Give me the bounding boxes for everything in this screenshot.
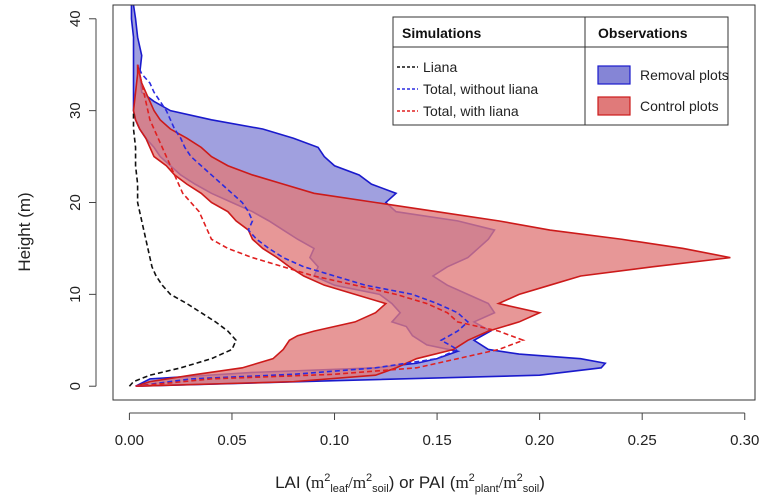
line-total-without-liana bbox=[135, 64, 470, 388]
legend-removal-plots-label: Removal plots bbox=[640, 67, 729, 83]
y-tick-label: 40 bbox=[67, 10, 84, 27]
x-tick-label: 0.30 bbox=[730, 432, 759, 449]
band-control-plots-upper-edge bbox=[135, 64, 731, 388]
y-tick-label: 30 bbox=[67, 102, 84, 119]
simulation-lines bbox=[128, 64, 526, 388]
band-control-plots bbox=[133, 64, 731, 387]
y-axis: 0 10 20 30 40 bbox=[67, 10, 97, 390]
line-total-with-liana bbox=[135, 64, 526, 388]
legend-removal-plots-swatch bbox=[597, 65, 631, 85]
legend-control-plots-swatch bbox=[597, 96, 631, 116]
legend-control-plots-label: Control plots bbox=[640, 98, 719, 114]
legend-observations-title: Observations bbox=[598, 25, 688, 41]
legend-box bbox=[392, 16, 729, 126]
x-tick-label: 0.15 bbox=[422, 432, 451, 449]
x-tick-label: 0.10 bbox=[320, 432, 349, 449]
x-tick-label: 0.00 bbox=[115, 432, 144, 449]
y-tick-label: 0 bbox=[67, 382, 84, 390]
plot-frame bbox=[112, 4, 756, 401]
band-control-plots-lower-edge bbox=[132, 64, 388, 387]
x-axis-title: LAI (m2leaf/m2soil) or PAI (m2plant/m2so… bbox=[275, 472, 545, 495]
x-axis: 0.00 0.05 0.10 0.15 0.20 0.25 0.30 bbox=[115, 412, 759, 449]
legend-total-without-liana-label: Total, without liana bbox=[423, 81, 538, 97]
y-tick-label: 10 bbox=[67, 286, 84, 303]
y-tick-label: 20 bbox=[67, 194, 84, 211]
band-removal-plots bbox=[131, 5, 606, 387]
legend-simulations-title: Simulations bbox=[402, 25, 482, 41]
legend-liana-label: Liana bbox=[423, 59, 457, 75]
x-tick-label: 0.25 bbox=[628, 432, 657, 449]
y-axis-title: Height (m) bbox=[15, 192, 34, 271]
observation-bands bbox=[130, 4, 731, 388]
x-tick-label: 0.20 bbox=[525, 432, 554, 449]
legend: Simulations Observations Liana Total, wi… bbox=[392, 16, 729, 126]
line-liana bbox=[128, 110, 238, 387]
legend-total-with-liana-label: Total, with liana bbox=[423, 103, 519, 119]
x-tick-label: 0.05 bbox=[217, 432, 246, 449]
